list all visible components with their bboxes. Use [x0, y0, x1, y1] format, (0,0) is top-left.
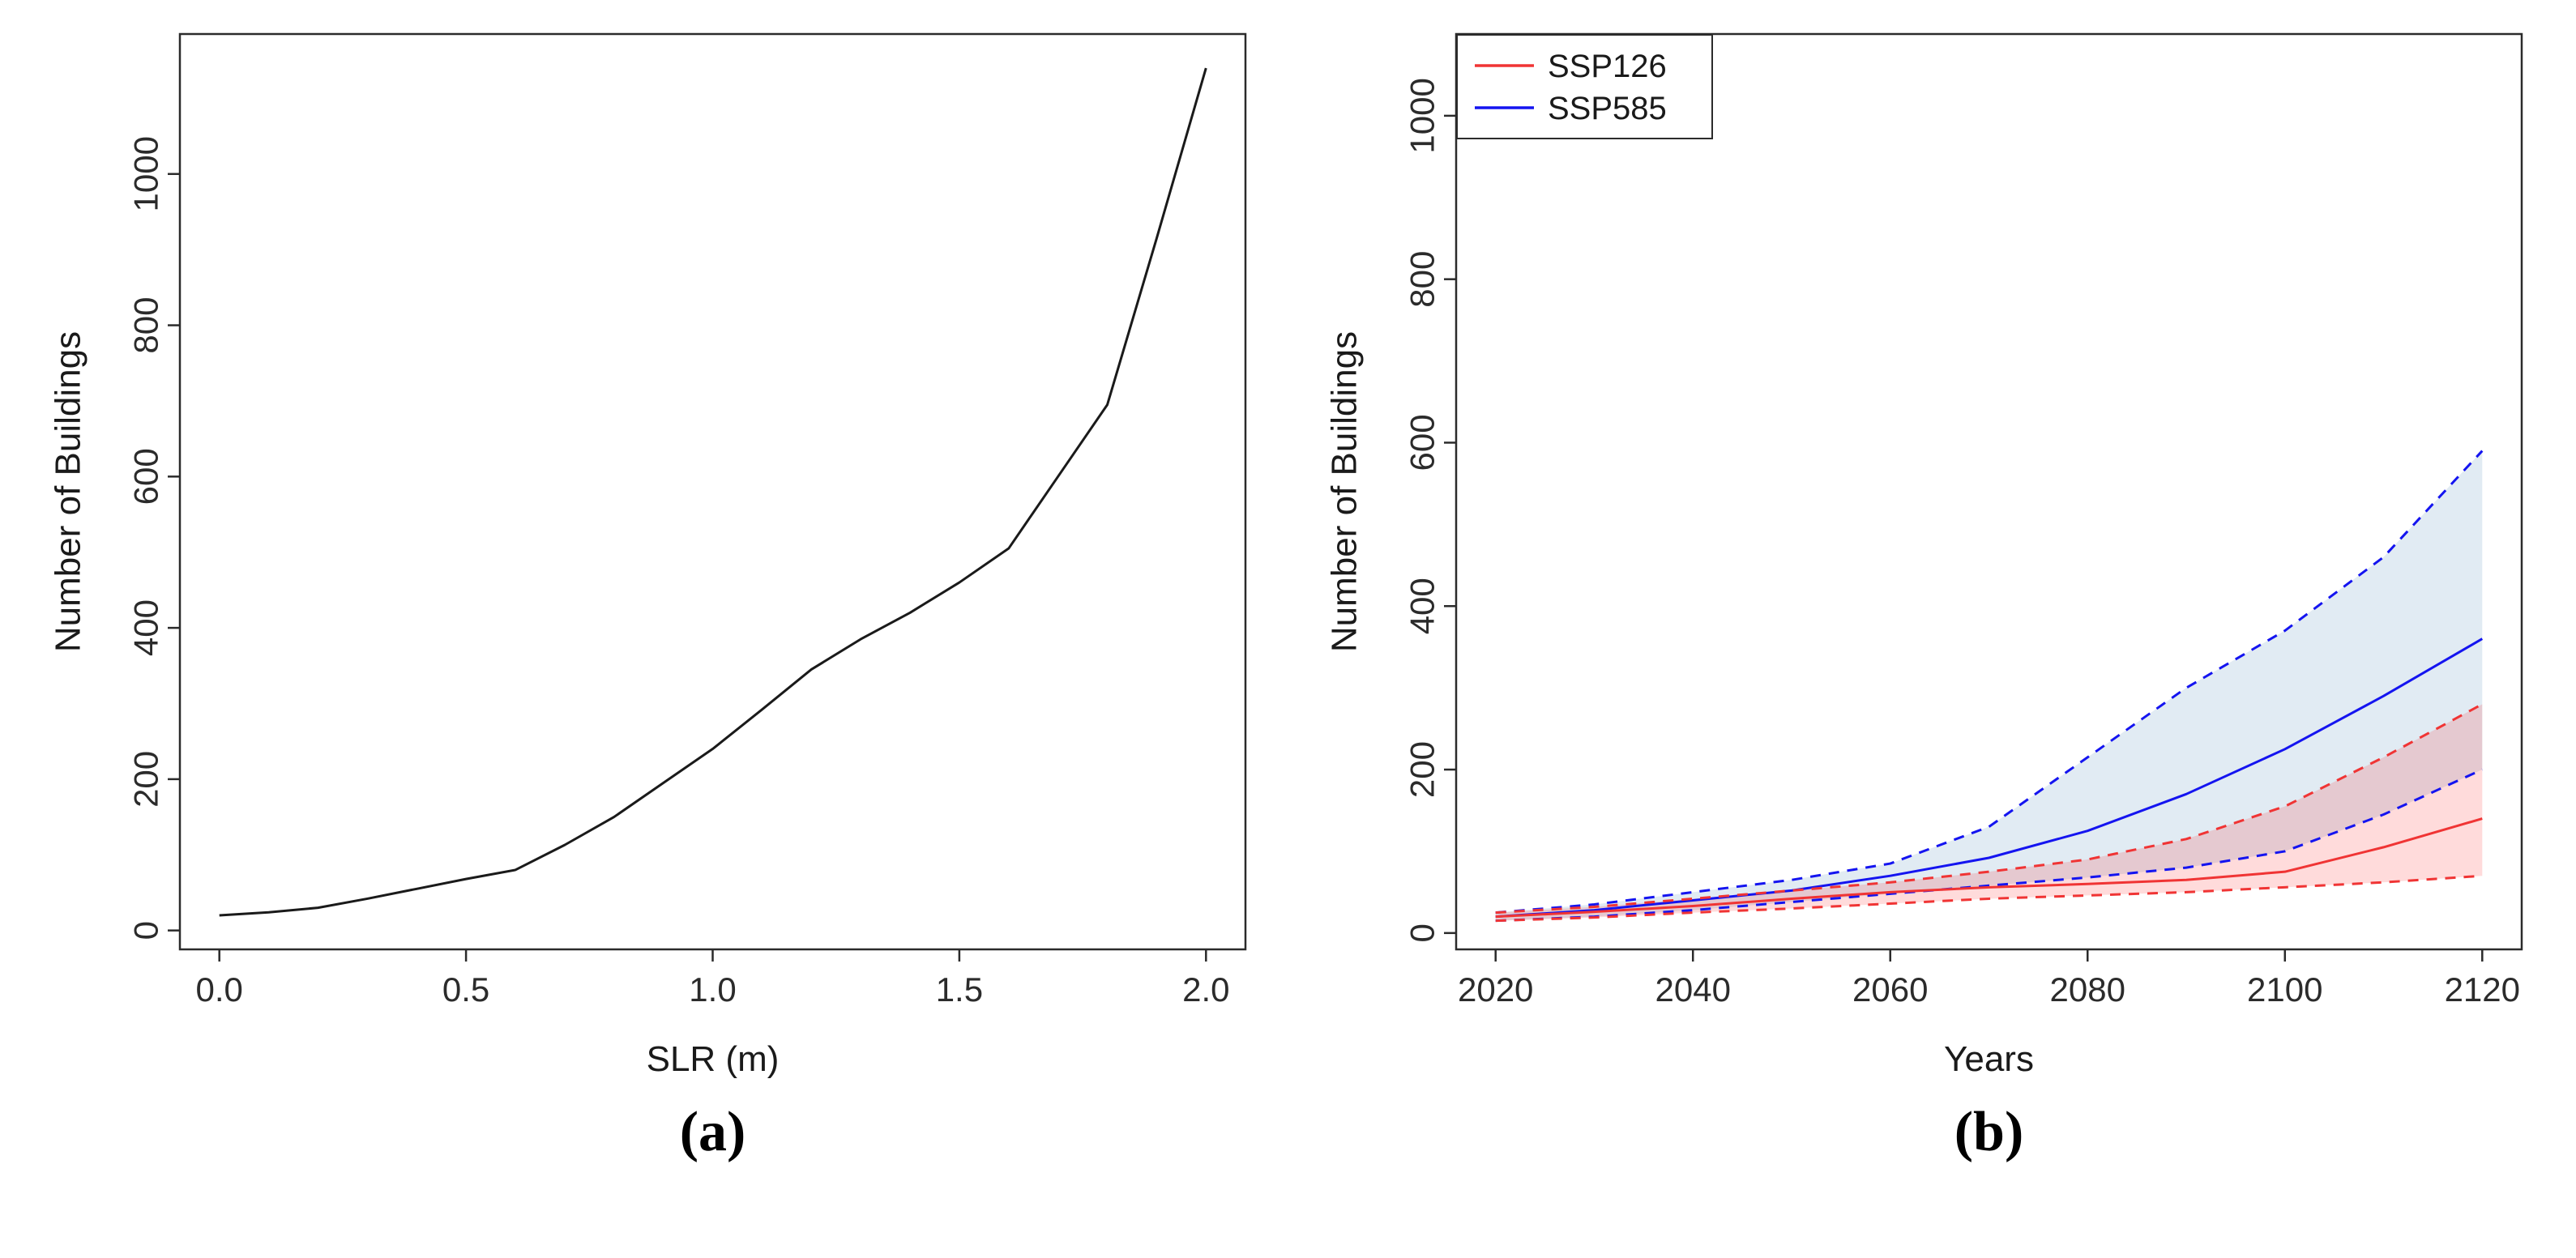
panel-a-caption: (a)	[679, 1101, 746, 1163]
y-tick-label: 0	[127, 921, 165, 940]
x-tick-label: 2080	[2050, 970, 2125, 1009]
x-tick-label: 1.5	[936, 970, 983, 1009]
y-tick-label: 1000	[1403, 78, 1442, 153]
y-tick-label: 400	[1403, 578, 1442, 634]
y-tick-label: 600	[127, 448, 165, 505]
x-tick-label: 0.5	[442, 970, 489, 1009]
chart-a-svg: 0.0 0.5 1.0 1.5 2.0 0 200 400 600 800 1000 SLR (m) N…	[49, 32, 1247, 1079]
x-tick-label: 2040	[1655, 970, 1731, 1009]
legend-label: SSP585	[1548, 91, 1667, 126]
ssp126-mean-line	[1495, 817, 2483, 919]
ssp126-uncertainty-band	[1495, 704, 2483, 921]
x-tick-label: 2020	[1458, 970, 1533, 1009]
ssp585-upper-dashed-line	[1495, 450, 2484, 915]
ssp126-lower-dashed-line	[1495, 874, 2483, 923]
panel-a: 0.0 0.5 1.0 1.5 2.0 0 200 400 600 800 1000 SLR (m) N…	[18, 10, 1282, 1165]
y-tick-label: 200	[1403, 741, 1442, 798]
y-tick-label: 400	[127, 599, 165, 656]
buildings-vs-slr-line	[219, 67, 1207, 917]
panel-b-caption: (b)	[1954, 1101, 2024, 1163]
two-panel-figure: 0.0 0.5 1.0 1.5 2.0 0 200 400 600 800 1000 SLR (m) N…	[18, 10, 2558, 1165]
x-axis-label: SLR (m)	[647, 1039, 780, 1079]
y-tick-label: 600	[1403, 414, 1442, 471]
y-tick-label: 200	[127, 751, 165, 808]
ssp585-lower-dashed-line	[1495, 768, 2483, 923]
x-tick-label: 0.0	[196, 970, 243, 1009]
y-tick-label: 0	[1403, 923, 1442, 942]
ssp585-mean-line	[1495, 638, 2484, 919]
x-tick-label: 2060	[1852, 970, 1928, 1009]
ssp585-uncertainty-band	[1495, 450, 2483, 921]
y-tick-label: 800	[127, 297, 165, 354]
ssp126-upper-dashed-line	[1495, 703, 2484, 915]
y-tick-label: 1000	[127, 136, 165, 211]
chart-b-svg: 2020 2040 2060 2080 2100 2120 0 200 400 600 800 100…	[1325, 32, 2523, 1079]
legend-label: SSP126	[1548, 49, 1667, 84]
x-tick-label: 2.0	[1182, 970, 1229, 1009]
x-tick-label: 2100	[2247, 970, 2322, 1009]
plot-box	[178, 32, 1247, 951]
x-axis-label: Years	[1944, 1039, 2034, 1079]
legend-box	[1456, 34, 1713, 139]
y-axis-label: Number of Buildings	[1325, 331, 1365, 652]
x-tick-label: 2120	[2445, 970, 2520, 1009]
panel-b: 2020 2040 2060 2080 2100 2120 0 200 400 600 800 100…	[1294, 10, 2558, 1165]
y-tick-label: 800	[1403, 251, 1442, 308]
y-axis-label: Number of Buildings	[49, 331, 88, 652]
plot-box	[1455, 32, 2523, 951]
x-tick-label: 1.0	[689, 970, 736, 1009]
